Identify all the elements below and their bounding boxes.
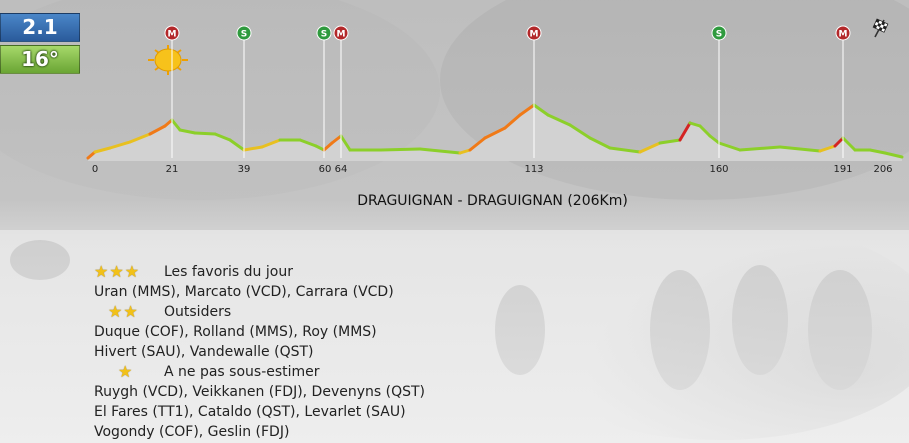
km-label: 21 — [166, 164, 179, 175]
km-label: 60 — [319, 164, 332, 175]
km-label: 64 — [335, 164, 348, 175]
profile-segment — [178, 128, 197, 135]
sun-icon — [148, 45, 188, 75]
favorites-heading-row: ★★★ Les favoris du jour — [94, 262, 425, 282]
underestimate-riders-line: El Fares (TT1), Cataldo (QST), Levarlet … — [94, 404, 406, 420]
profile-segment — [503, 113, 522, 130]
underestimate-riders-line: Vogondy (COF), Geslin (FDJ) — [94, 424, 290, 440]
profile-segment — [698, 124, 712, 138]
profile-segment — [228, 138, 246, 152]
profile-segment — [213, 132, 232, 142]
profile-segment — [468, 136, 487, 152]
profile-segment — [717, 141, 742, 152]
profile-segment — [483, 126, 507, 140]
favorites-heading: Les favoris du jour — [164, 264, 293, 280]
profile-segment — [330, 134, 343, 145]
profile-segment — [298, 138, 318, 148]
profile-segment — [841, 136, 857, 152]
marker-letter: M — [839, 30, 848, 40]
profile-segment — [458, 148, 472, 155]
profile-segment — [339, 134, 352, 152]
marker-letter: M — [530, 30, 539, 40]
mountain-marker-icon — [333, 25, 349, 41]
profile-segment — [708, 134, 721, 145]
mountain-marker-icon — [526, 25, 542, 41]
profile-segment — [418, 147, 462, 155]
outsiders-heading: Outsiders — [164, 304, 232, 320]
marker-letter: M — [168, 30, 177, 40]
outsiders-riders-line: Duque (COF), Rolland (MMS), Roy (MMS) — [94, 324, 377, 340]
profile-segment — [883, 151, 904, 159]
profile-segment — [322, 141, 334, 152]
profile-segment — [128, 132, 152, 144]
profile-segment — [378, 147, 422, 152]
profile-segment — [568, 123, 592, 140]
profile-segment — [608, 146, 642, 154]
profile-segment — [148, 124, 167, 136]
profile-segment — [108, 140, 132, 150]
profile-segment — [518, 103, 536, 117]
profile-segment — [93, 146, 112, 154]
profile-segment — [688, 121, 702, 128]
mountain-marker-icon — [164, 25, 180, 41]
profile-segment — [738, 145, 782, 152]
profile-segment — [86, 150, 97, 160]
underestimate-heading: A ne pas sous-estimer — [164, 364, 320, 380]
profile-segment — [170, 118, 182, 132]
km-label: 160 — [709, 164, 728, 175]
profile-segment — [546, 113, 572, 127]
sprint-marker-icon — [236, 25, 252, 41]
route-title: DRAGUIGNAN - DRAGUIGNAN (206Km) — [357, 193, 628, 209]
outsiders-riders-line: Hivert (SAU), Vandewalle (QST) — [94, 344, 314, 360]
three-star-icon: ★★★ — [94, 261, 140, 281]
stage-number-badge: 2.1 — [0, 13, 80, 42]
profile-segment — [193, 131, 217, 136]
profile-segment — [638, 141, 662, 154]
sprint-marker-icon — [711, 25, 727, 41]
marker-letter: S — [241, 30, 247, 40]
marker-letter: S — [716, 30, 722, 40]
km-label: 113 — [524, 164, 543, 175]
profile-segment — [163, 118, 174, 128]
km-label: 39 — [238, 164, 251, 175]
mountain-marker-icon — [835, 25, 851, 41]
outsiders-heading-row: ★★ Outsiders — [94, 302, 425, 322]
one-star-icon: ★ — [118, 361, 133, 381]
km-label: 191 — [833, 164, 852, 175]
underestimate-riders-line: Ruygh (VCD), Veikkanen (FDJ), Devenyns (… — [94, 384, 426, 400]
stage-profile-chart: M S S M M S M0 21 39 60 64 113 160 191 206 — [86, 25, 904, 175]
temperature-badge: 16° — [0, 45, 80, 74]
profile-segment — [260, 138, 282, 149]
two-star-icon: ★★ — [108, 301, 138, 321]
profile-segment — [678, 121, 692, 142]
profile-segment — [658, 138, 682, 145]
favorites-panel: ★★★ Les favoris du jour Uran (MMS), Marc… — [94, 262, 425, 442]
underestimate-heading-row: ★ A ne pas sous-estimer — [94, 362, 425, 382]
profile-segment — [833, 136, 845, 148]
sprint-marker-icon — [316, 25, 332, 41]
km-label: 0 — [92, 164, 98, 175]
profile-segment — [588, 136, 612, 150]
marker-letter: M — [337, 30, 346, 40]
profile-segment — [242, 145, 264, 152]
km-label: 206 — [873, 164, 892, 175]
profile-segment — [532, 103, 550, 117]
favorites-riders-line: Uran (MMS), Marcato (VCD), Carrara (VCD) — [94, 284, 394, 300]
profile-segment — [868, 148, 887, 155]
marker-letter: S — [321, 30, 327, 40]
profile-segment — [778, 145, 822, 153]
profile-segment — [818, 144, 837, 153]
finish-flag-icon — [872, 18, 889, 38]
